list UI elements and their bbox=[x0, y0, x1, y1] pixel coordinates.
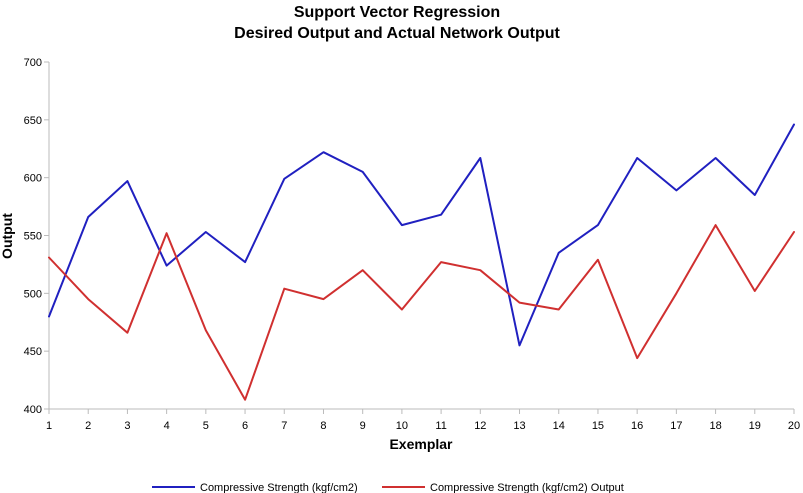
x-tick-label: 4 bbox=[164, 420, 170, 432]
legend-label-series-1: Compressive Strength (kgf/cm2) bbox=[200, 482, 358, 493]
series-line-1 bbox=[48, 123, 795, 347]
y-tick-label: 550 bbox=[24, 231, 42, 243]
y-axis-ticks: 400 450 500 550 600 650 700 bbox=[24, 57, 49, 416]
x-tick-label: 15 bbox=[592, 420, 604, 432]
y-tick-label: 400 bbox=[24, 404, 42, 416]
x-tick-label: 18 bbox=[709, 420, 721, 432]
y-tick-label: 650 bbox=[24, 115, 42, 127]
x-tick-label: 3 bbox=[124, 420, 130, 432]
x-tick-label: 6 bbox=[242, 420, 248, 432]
legend-label-series-2: Compressive Strength (kgf/cm2) Output bbox=[430, 482, 624, 493]
legend: Compressive Strength (kgf/cm2) Compressi… bbox=[152, 482, 624, 493]
x-tick-label: 20 bbox=[788, 420, 800, 432]
x-tick-label: 1 bbox=[46, 420, 52, 432]
y-tick-label: 600 bbox=[24, 173, 42, 185]
x-tick-label: 13 bbox=[513, 420, 525, 432]
x-tick-label: 11 bbox=[435, 420, 446, 432]
x-tick-label: 14 bbox=[553, 420, 565, 432]
x-axis-ticks: 1 2 3 4 5 6 7 8 9 10 11 12 13 14 15 16 17 18 19 20 bbox=[46, 409, 800, 432]
x-tick-label: 12 bbox=[474, 420, 486, 432]
x-tick-label: 16 bbox=[631, 420, 643, 432]
y-tick-label: 700 bbox=[24, 57, 42, 69]
series-group bbox=[48, 123, 795, 401]
x-tick-label: 17 bbox=[670, 420, 682, 432]
x-tick-label: 2 bbox=[85, 420, 91, 432]
y-tick-label: 450 bbox=[24, 346, 42, 358]
x-tick-label: 5 bbox=[203, 420, 209, 432]
x-tick-label: 10 bbox=[396, 420, 408, 432]
x-axis-title: Exemplar bbox=[389, 436, 453, 452]
chart-subtitle: Desired Output and Actual Network Output bbox=[234, 25, 560, 42]
y-tick-label: 500 bbox=[24, 288, 42, 300]
y-axis-title: Output bbox=[0, 213, 15, 259]
x-tick-label: 19 bbox=[749, 420, 761, 432]
x-tick-label: 9 bbox=[360, 420, 366, 432]
chart-title: Support Vector Regression bbox=[294, 4, 500, 21]
x-tick-label: 7 bbox=[281, 420, 287, 432]
series-line-2 bbox=[48, 224, 795, 401]
x-tick-label: 8 bbox=[320, 420, 326, 432]
